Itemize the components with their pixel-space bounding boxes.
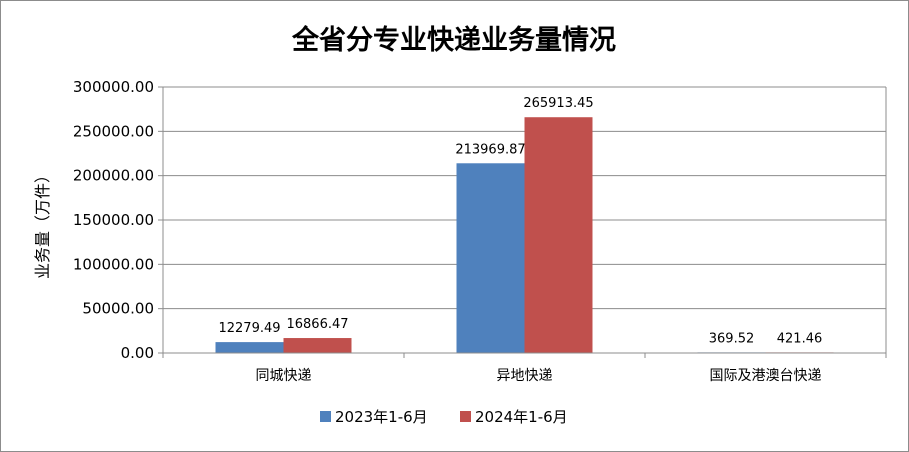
legend-entry-label: 2024年1-6月	[475, 408, 568, 426]
data-label: 421.46	[777, 331, 823, 346]
data-label: 265913.45	[523, 96, 593, 111]
bar	[524, 117, 593, 353]
y-tick-label: 200000.00	[73, 167, 154, 185]
x-category-label: 同城快递	[256, 368, 312, 384]
legend: 2023年1-6月 2024年1-6月	[320, 408, 568, 426]
x-category-label: 国际及港澳台快递	[710, 368, 822, 384]
y-tick-label: 50000.00	[82, 300, 154, 318]
data-label: 213969.87	[455, 142, 525, 157]
bar	[283, 338, 352, 353]
y-tick-label: 150000.00	[73, 211, 154, 229]
y-tick-label: 0.00	[121, 344, 154, 362]
y-tick-label: 100000.00	[73, 255, 154, 273]
y-tick-label: 250000.00	[73, 122, 154, 140]
bar	[456, 163, 525, 353]
data-label: 369.52	[709, 331, 755, 346]
chart-title: 全省分专业快递业务量情况	[291, 24, 616, 56]
legend-entry-label: 2023年1-6月	[335, 408, 428, 426]
data-label: 16866.47	[286, 317, 348, 332]
y-axis-label: 业务量（万件）	[33, 167, 52, 279]
legend-swatch	[320, 411, 331, 422]
plot-area: 0.00 50000.00 100000.00 150000.00 200000.00 2…	[73, 78, 887, 384]
legend-swatch	[460, 411, 471, 422]
data-label: 12279.49	[218, 321, 280, 336]
x-category-label: 异地快递	[497, 368, 553, 384]
bar	[215, 342, 284, 353]
y-tick-label: 300000.00	[73, 78, 154, 96]
